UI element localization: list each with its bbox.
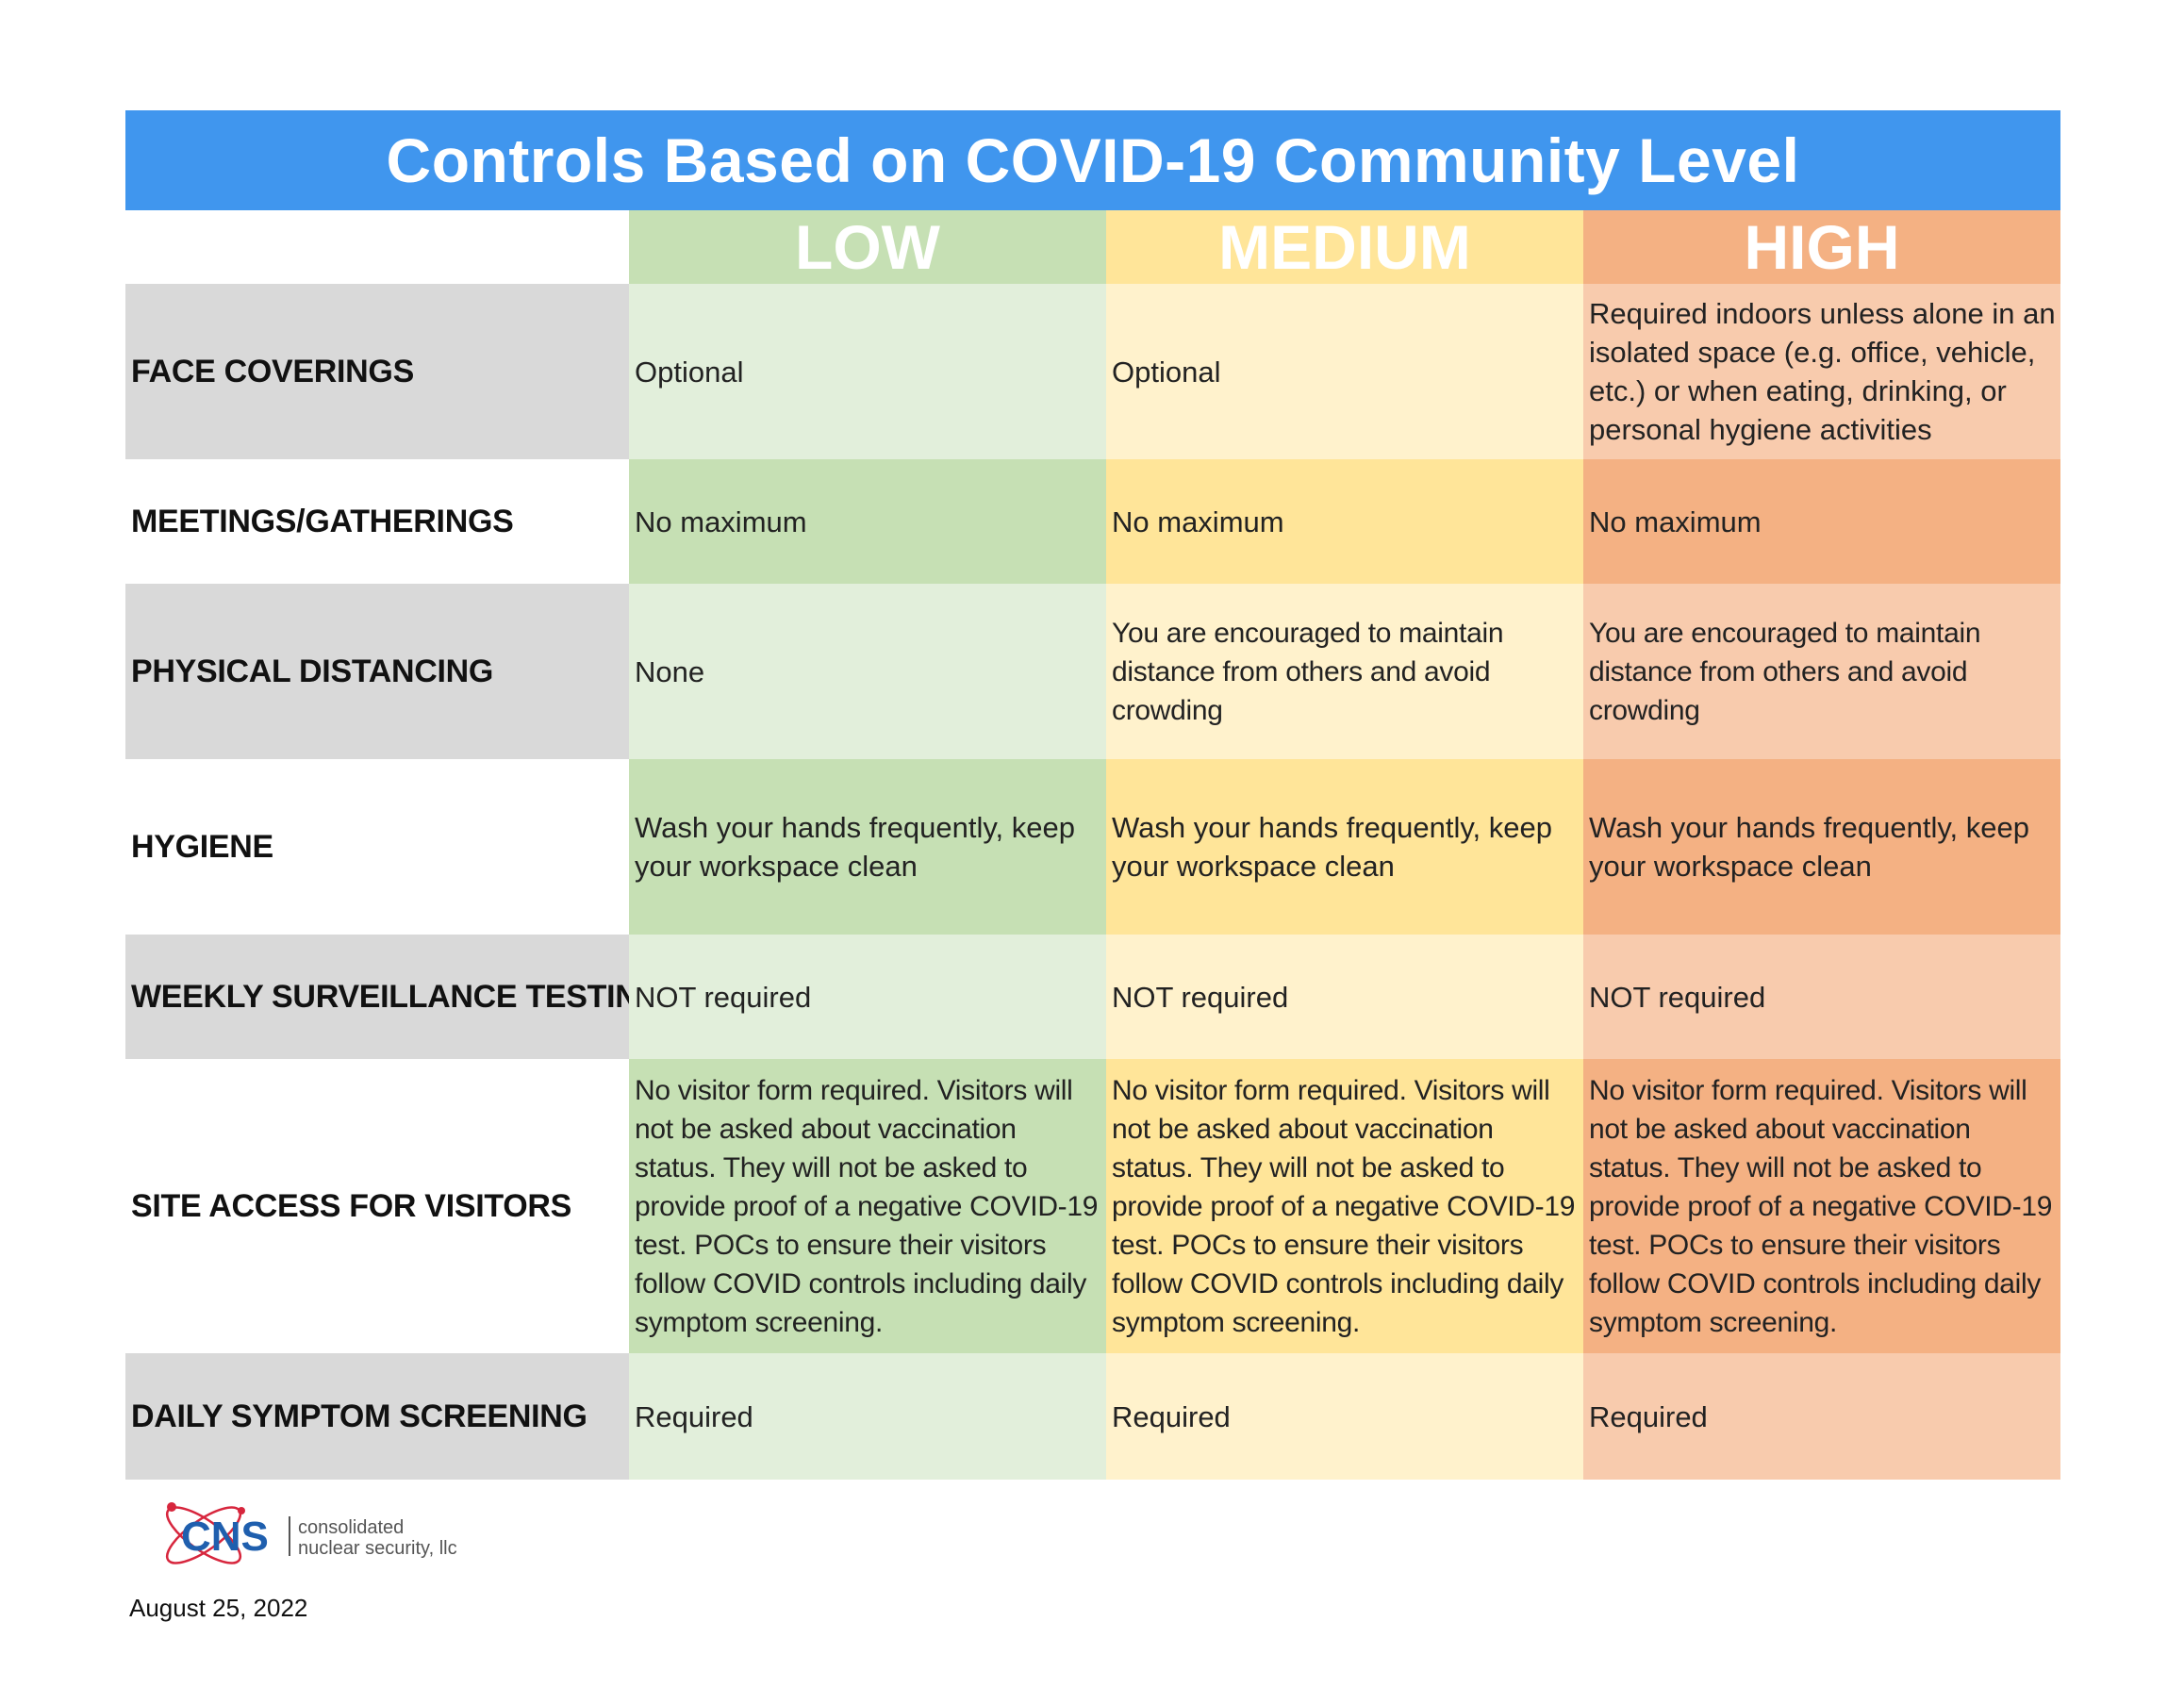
row-label-meetings-gatherings: MEETINGS/GATHERINGS [125, 459, 629, 584]
cell-screening-low: Required [629, 1353, 1106, 1480]
cell-text: Optional [1112, 355, 1221, 389]
cell-testing-high: NOT required [1583, 935, 2060, 1059]
level-header-medium: MEDIUM [1106, 210, 1583, 284]
cell-text: No visitor form required. Visitors will … [1589, 1074, 2053, 1338]
controls-table: LOW MEDIUM HIGH FACE COVERINGS Optional … [125, 210, 2060, 1480]
page-title: Controls Based on COVID-19 Community Lev… [386, 125, 1800, 195]
cell-text: No maximum [1112, 505, 1284, 538]
cell-face-coverings-medium: Optional [1106, 284, 1583, 459]
cell-text: NOT required [1112, 980, 1289, 1014]
cell-meetings-low: No maximum [629, 459, 1106, 584]
cell-text: Required [1112, 1399, 1231, 1433]
cell-hygiene-high: Wash your hands frequently, keep your wo… [1583, 759, 2060, 935]
title-banner: Controls Based on COVID-19 Community Lev… [125, 110, 2060, 210]
cell-text: You are encouraged to maintain distance … [1112, 617, 1504, 726]
cell-distancing-high: You are encouraged to maintain distance … [1583, 584, 2060, 759]
cell-distancing-low: None [629, 584, 1106, 759]
cell-text: Wash your hands frequently, keep your wo… [635, 811, 1075, 883]
cell-text: No visitor form required. Visitors will … [1112, 1074, 1576, 1338]
cell-text: Required [1589, 1399, 1708, 1433]
cell-site-access-medium: No visitor form required. Visitors will … [1106, 1059, 1583, 1353]
row-label-hygiene: HYGIENE [125, 759, 629, 935]
cell-text: Required [635, 1399, 753, 1433]
cell-site-access-high: No visitor form required. Visitors will … [1583, 1059, 2060, 1353]
row-label-physical-distancing: PHYSICAL DISTANCING [125, 584, 629, 759]
row-label-daily-screening: DAILY SYMPTOM SCREENING [125, 1353, 629, 1480]
logo-line-1: consolidated [298, 1517, 404, 1538]
cell-screening-high: Required [1583, 1353, 2060, 1480]
cell-text: Wash your hands frequently, keep your wo… [1589, 811, 2029, 883]
cell-text: No maximum [635, 505, 807, 538]
cell-meetings-medium: No maximum [1106, 459, 1583, 584]
row-label-face-coverings: FACE COVERINGS [125, 284, 629, 459]
cns-logo: CNS consolidated nuclear security, llc [165, 1502, 457, 1564]
cell-hygiene-low: Wash your hands frequently, keep your wo… [629, 759, 1106, 935]
logo-mark: CNS [181, 1514, 269, 1560]
level-header-high: HIGH [1583, 210, 2060, 284]
cell-distancing-medium: You are encouraged to maintain distance … [1106, 584, 1583, 759]
cell-meetings-high: No maximum [1583, 459, 2060, 584]
cell-text: NOT required [1589, 980, 1766, 1014]
row-label-weekly-testing: WEEKLY SURVEILLANCE TESTING [125, 935, 663, 1059]
cell-screening-medium: Required [1106, 1353, 1583, 1480]
cell-text: None [635, 654, 705, 688]
cell-hygiene-medium: Wash your hands frequently, keep your wo… [1106, 759, 1583, 935]
cell-face-coverings-low: Optional [629, 284, 1106, 459]
cell-text: No visitor form required. Visitors will … [635, 1074, 1099, 1338]
cell-text: Required indoors unless alone in an isol… [1589, 297, 2056, 446]
cell-testing-medium: NOT required [1106, 935, 1583, 1059]
cell-text: You are encouraged to maintain distance … [1589, 617, 1981, 726]
level-header-low: LOW [629, 210, 1106, 284]
cell-text: Wash your hands frequently, keep your wo… [1112, 811, 1552, 883]
cell-site-access-low: No visitor form required. Visitors will … [629, 1059, 1106, 1353]
cell-text: NOT required [635, 980, 812, 1014]
row-label-site-access: SITE ACCESS FOR VISITORS [125, 1059, 629, 1353]
document-date: August 25, 2022 [129, 1594, 308, 1622]
cell-text: No maximum [1589, 505, 1762, 538]
cell-testing-low: NOT required [629, 935, 1106, 1059]
table-corner [125, 210, 629, 284]
logo-line-2: nuclear security, llc [298, 1538, 457, 1559]
cell-text: Optional [635, 355, 744, 389]
cell-face-coverings-high: Required indoors unless alone in an isol… [1583, 284, 2060, 459]
